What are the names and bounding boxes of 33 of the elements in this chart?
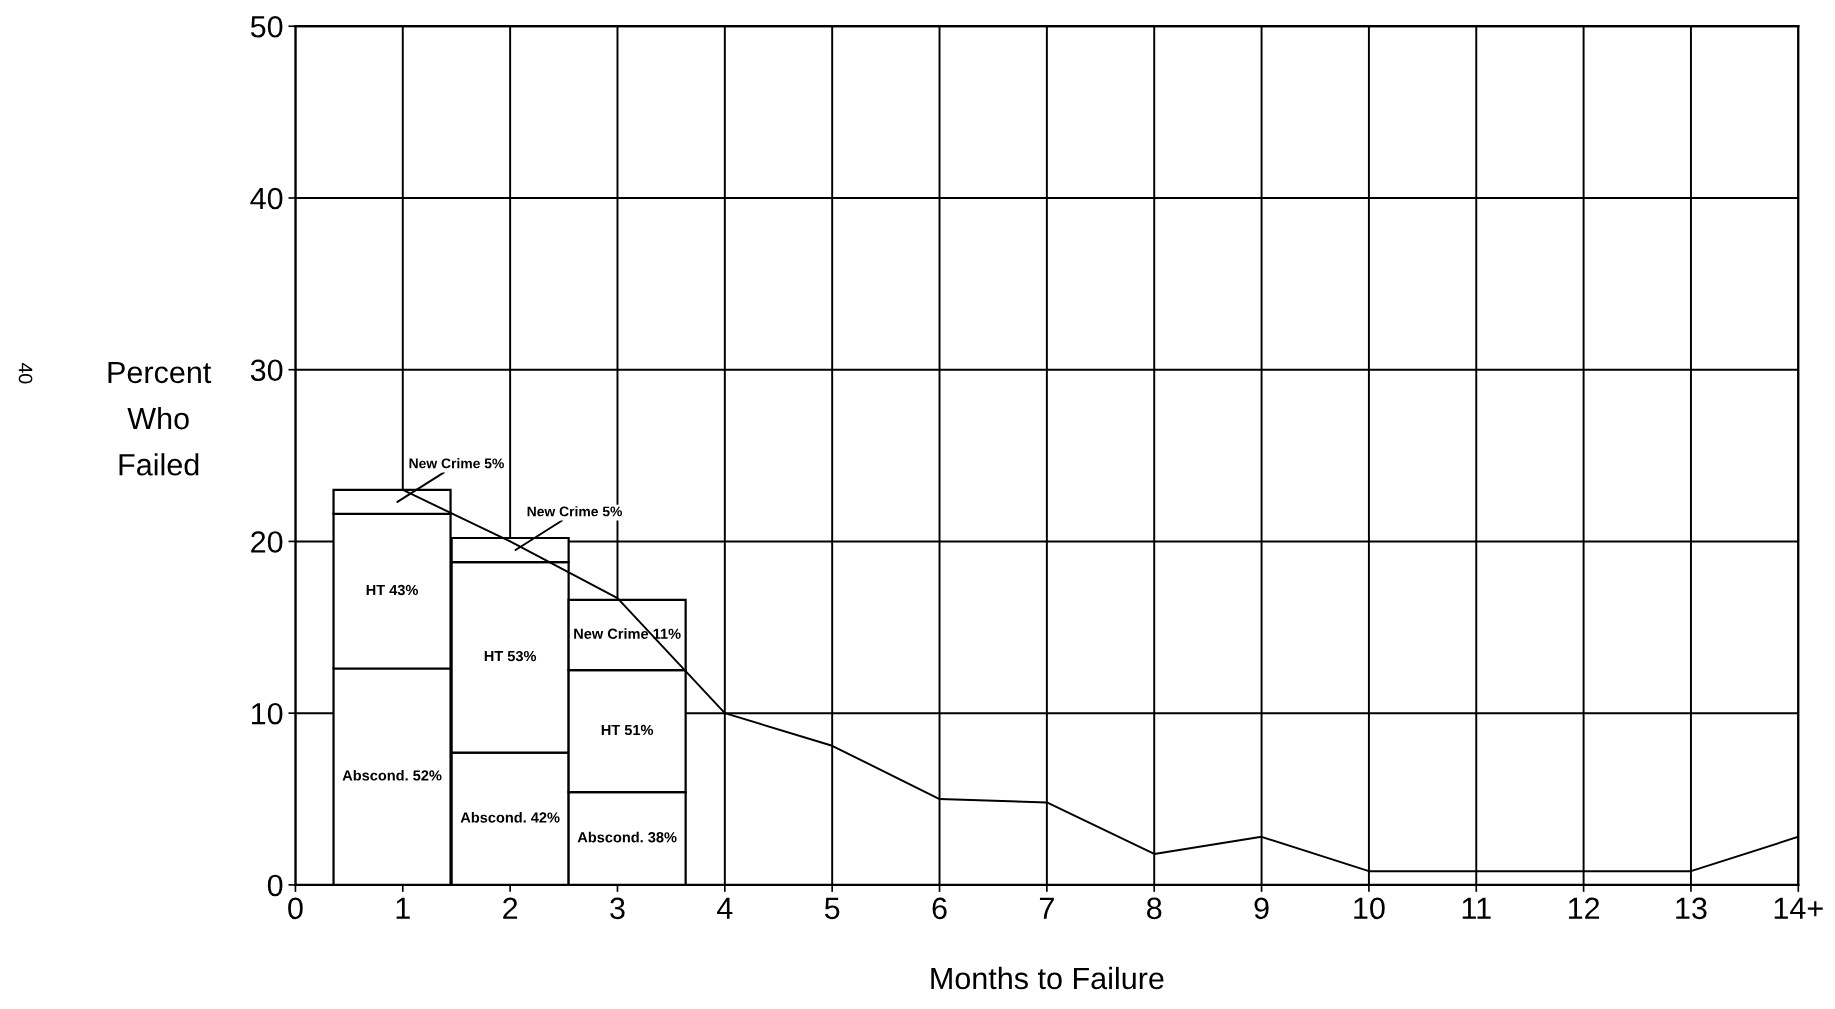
annotation: HT 43% xyxy=(366,584,418,596)
x-tick-label: 5 xyxy=(824,897,840,920)
y-tick-label: 50 xyxy=(250,15,283,38)
y-axis-title: Percent Who Failed xyxy=(108,361,212,476)
x-tick-label: 12 xyxy=(1568,897,1600,919)
x-tick-label: 1 xyxy=(396,897,410,919)
y-tick-label: 20 xyxy=(251,531,283,553)
x-tick-label: 2 xyxy=(503,897,518,919)
annotation: New Crime 5% xyxy=(409,458,504,469)
annotation: HT 53% xyxy=(484,650,537,662)
x-axis-title: Months to Failure xyxy=(931,966,1164,990)
x-tick-label: 11 xyxy=(1462,897,1491,919)
annotation: Abscond. 42% xyxy=(460,811,560,823)
y-tick-label: 40 xyxy=(250,187,283,210)
x-tick-label: 14+ xyxy=(1774,897,1823,919)
x-tick-label: 13 xyxy=(1676,897,1707,920)
x-tick-label: 0 xyxy=(288,897,303,920)
x-tick-label: 6 xyxy=(932,897,947,920)
y-tick-label: 0 xyxy=(267,874,283,897)
annotation: HT 51% xyxy=(601,724,654,736)
x-tick-label: 8 xyxy=(1147,897,1162,920)
x-tick-label: 9 xyxy=(1254,897,1269,920)
x-tick-label: 4 xyxy=(717,897,733,919)
text: 40 xyxy=(18,362,33,384)
y-tick-label: 30 xyxy=(250,359,283,382)
annotation: Abscond. 52% xyxy=(342,769,442,781)
y-tick-label: 10 xyxy=(251,702,283,725)
x-tick-label: 3 xyxy=(610,897,625,920)
annotation: New Crime 5% xyxy=(527,506,623,517)
x-tick-label: 10 xyxy=(1354,897,1385,920)
annotation: New Crime 11% xyxy=(574,628,681,639)
annotation: Abscond. 38% xyxy=(577,831,677,843)
x-tick-label: 7 xyxy=(1039,897,1054,919)
